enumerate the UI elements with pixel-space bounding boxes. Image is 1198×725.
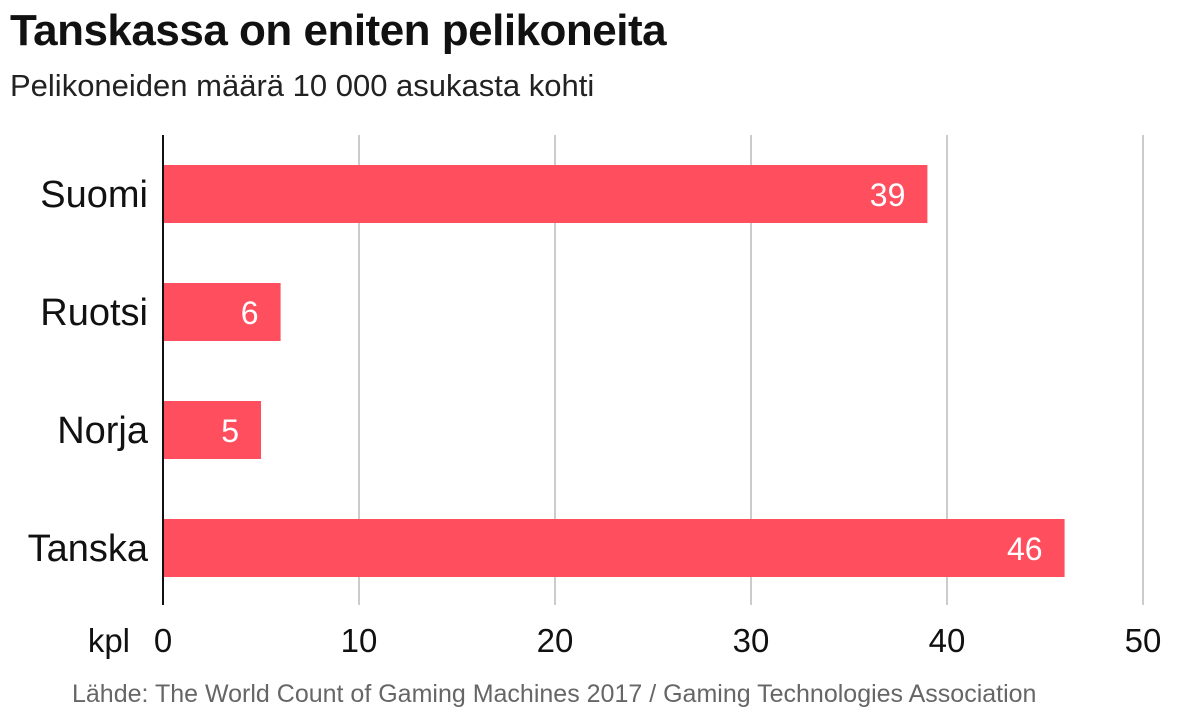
chart-subtitle: Pelikoneiden määrä 10 000 asukasta kohti <box>10 68 595 103</box>
source-note: Lähde: The World Count of Gaming Machine… <box>72 680 1037 708</box>
category-label-suomi: Suomi <box>40 174 148 216</box>
x-axis-label: kpl <box>88 622 130 659</box>
chart-title: Tanskassa on eniten pelikoneita <box>10 6 667 55</box>
x-tick-label-40: 40 <box>929 622 966 659</box>
x-tick-label-0: 0 <box>154 622 172 659</box>
category-label-tanska: Tanska <box>28 528 149 570</box>
data-label-ruotsi: 6 <box>241 295 259 331</box>
x-tick-label-30: 30 <box>733 622 770 659</box>
data-label-norja: 5 <box>221 413 239 449</box>
bar-ruotsi <box>163 283 281 341</box>
bar-suomi <box>163 165 928 223</box>
x-tick-label-20: 20 <box>537 622 574 659</box>
bar-norja <box>163 401 261 459</box>
data-label-suomi: 39 <box>870 177 906 213</box>
category-label-norja: Norja <box>57 410 149 452</box>
category-label-ruotsi: Ruotsi <box>40 292 148 334</box>
x-tick-label-10: 10 <box>341 622 378 659</box>
data-label-tanska: 46 <box>1007 531 1043 567</box>
bar-tanska <box>163 519 1065 577</box>
x-tick-label-50: 50 <box>1125 622 1162 659</box>
